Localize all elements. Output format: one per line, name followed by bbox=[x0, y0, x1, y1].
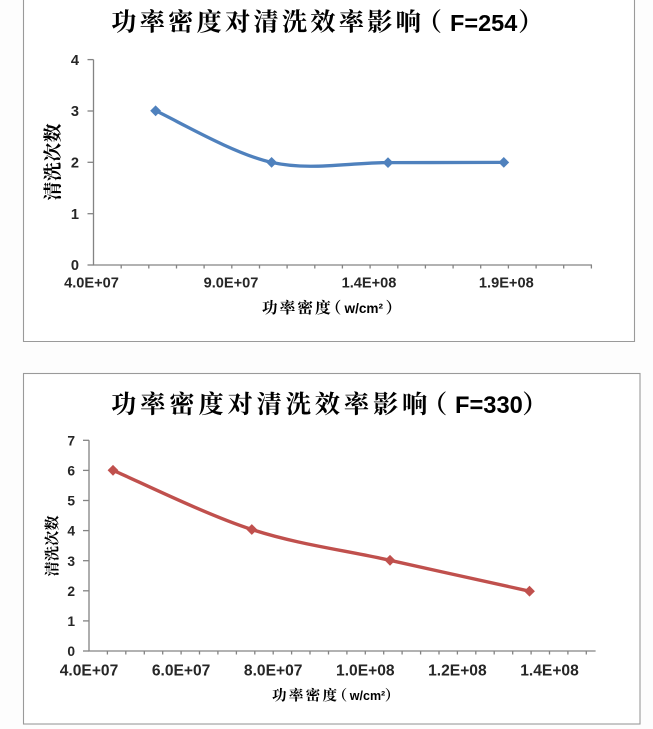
svg-text:4.0E+07: 4.0E+07 bbox=[64, 276, 119, 292]
svg-text:8.0E+07: 8.0E+07 bbox=[244, 662, 303, 679]
svg-text:1.4E+08: 1.4E+08 bbox=[342, 276, 397, 292]
svg-text:F=254: F=254 bbox=[450, 10, 517, 36]
svg-text:7: 7 bbox=[67, 433, 75, 448]
svg-text:3: 3 bbox=[67, 554, 75, 569]
svg-text:1.4E+08: 1.4E+08 bbox=[520, 662, 579, 679]
svg-text:1: 1 bbox=[67, 614, 75, 629]
svg-text:3: 3 bbox=[71, 104, 79, 120]
svg-text:2: 2 bbox=[71, 156, 79, 172]
svg-text:0: 0 bbox=[71, 258, 79, 274]
svg-text:4: 4 bbox=[67, 524, 75, 539]
svg-text:6: 6 bbox=[67, 464, 75, 479]
svg-text:2: 2 bbox=[67, 584, 75, 599]
svg-text:4.0E+07: 4.0E+07 bbox=[60, 662, 119, 679]
svg-text:1.9E+08: 1.9E+08 bbox=[479, 276, 534, 292]
svg-text:F=330: F=330 bbox=[455, 393, 523, 419]
svg-text:0: 0 bbox=[67, 644, 75, 659]
svg-text:9.0E+07: 9.0E+07 bbox=[204, 276, 259, 292]
svg-text:5: 5 bbox=[67, 494, 75, 509]
svg-text:w/cm²: w/cm² bbox=[344, 301, 384, 316]
svg-text:1: 1 bbox=[71, 207, 79, 223]
svg-text:1.0E+08: 1.0E+08 bbox=[336, 662, 395, 679]
svg-text:4: 4 bbox=[71, 53, 80, 69]
svg-text:w/cm²: w/cm² bbox=[349, 689, 385, 703]
svg-text:6.0E+07: 6.0E+07 bbox=[152, 662, 211, 679]
svg-text:1.2E+08: 1.2E+08 bbox=[428, 662, 487, 679]
